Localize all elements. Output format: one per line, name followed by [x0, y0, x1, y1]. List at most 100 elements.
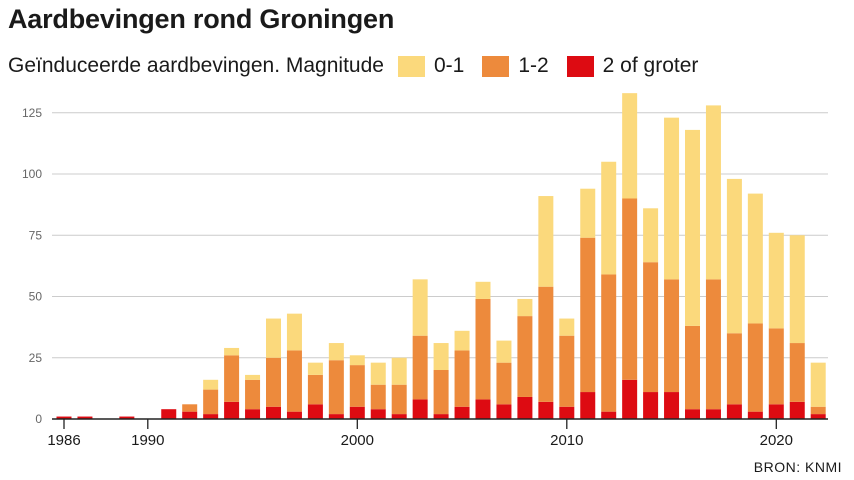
bar-segment — [810, 362, 826, 407]
bar-segment — [349, 365, 365, 407]
bar-segment — [475, 281, 491, 299]
bar-segment — [538, 286, 554, 402]
bar-segment — [349, 355, 365, 366]
bar-segment — [789, 235, 805, 344]
bar-segment — [664, 392, 680, 419]
bar-segment — [726, 333, 742, 405]
bar-segment — [433, 370, 449, 415]
bar-segment — [328, 414, 344, 419]
bar-segment — [538, 401, 554, 419]
y-tick-label: 125 — [22, 106, 42, 120]
bar-segment — [224, 347, 240, 356]
bar-segment — [705, 409, 721, 419]
bar-segment — [475, 399, 491, 419]
bar-segment — [789, 343, 805, 402]
bar-segment — [559, 318, 575, 336]
legend-item-1-2: 1-2 — [482, 54, 549, 78]
bar-segment — [307, 362, 323, 375]
bar-segment — [245, 374, 261, 380]
bar-segment — [412, 399, 428, 419]
bar-segment — [266, 406, 281, 419]
bar-segment — [224, 401, 240, 419]
legend-swatch-1-2 — [482, 55, 510, 77]
bar-segment — [789, 401, 805, 419]
bar-segment — [475, 298, 491, 400]
bar-segment — [622, 93, 638, 199]
x-tick-label: 2010 — [550, 432, 583, 449]
bar-segment — [705, 279, 721, 410]
bar-segment — [747, 411, 763, 419]
y-tick-label: 25 — [29, 351, 43, 365]
x-tick-label: 2020 — [760, 432, 793, 449]
bar-segment — [119, 416, 135, 419]
subtitle-legend-row: Geïnduceerde aardbevingen. Magnitude 0-1… — [8, 52, 716, 80]
bar-segment — [664, 279, 680, 393]
y-tick-label: 100 — [22, 167, 42, 181]
bar-segment — [580, 237, 596, 393]
bar-segment — [391, 357, 407, 385]
bar-segment — [601, 161, 617, 275]
bar-segment — [810, 414, 826, 419]
bar-segment — [77, 416, 93, 419]
bar-segment — [496, 340, 512, 363]
legend-label-0-1: 0-1 — [433, 54, 465, 77]
bar-segment — [328, 343, 344, 361]
bar-segment — [768, 328, 784, 405]
source-note: BRON: KNMI — [753, 459, 842, 475]
legend-label-1-2: 1-2 — [518, 54, 549, 77]
bar-segment — [412, 335, 428, 400]
bar-segment — [182, 404, 198, 412]
bar-segment — [433, 343, 449, 370]
bar-segment — [224, 355, 240, 402]
y-tick-label: 0 — [35, 412, 42, 426]
bar-segment — [349, 406, 365, 419]
bar-segment — [161, 409, 177, 419]
bar-segment — [517, 316, 533, 397]
bar-segment — [705, 105, 721, 280]
bar-segment — [643, 208, 659, 263]
y-tick-label: 50 — [29, 290, 43, 304]
bar-segment — [517, 396, 533, 419]
bar-segment — [726, 178, 742, 334]
bar-segment — [266, 357, 281, 407]
bar-segment — [601, 274, 617, 412]
y-tick-label: 75 — [29, 228, 43, 242]
bar-segment — [747, 323, 763, 412]
bar-segment — [307, 374, 323, 405]
legend-label-2-plus: 2 of groter — [602, 54, 699, 77]
bar-segment — [643, 392, 659, 419]
bar-segment — [203, 414, 219, 419]
legend-swatch-0-1 — [397, 55, 425, 77]
bar-segment — [286, 411, 302, 419]
bar-segment — [517, 298, 533, 317]
bar-segment — [622, 198, 638, 380]
legend-swatch-2-plus — [566, 55, 594, 77]
x-tick-label: 1986 — [47, 432, 80, 449]
bar-segment — [412, 279, 428, 336]
bar-segment — [768, 232, 784, 329]
x-tick-label: 2000 — [341, 432, 374, 449]
bar-segment — [370, 362, 386, 385]
bar-segment — [664, 117, 680, 280]
bar-segment — [454, 406, 470, 419]
bar-segment — [56, 416, 72, 419]
bar-segment — [433, 414, 449, 419]
bar-segment — [454, 330, 470, 351]
bar-segment — [559, 335, 575, 407]
bar-segment — [601, 411, 617, 419]
chart-subtitle: Geïnduceerde aardbevingen. Magnitude — [8, 54, 384, 77]
bar-segment — [726, 404, 742, 419]
bar-segment — [643, 262, 659, 393]
bar-segment — [203, 389, 219, 415]
bar-segment — [182, 411, 198, 419]
bar-segment — [559, 406, 575, 419]
legend-item-0-1: 0-1 — [397, 54, 465, 78]
bar-segment — [328, 360, 344, 415]
bar-segment — [391, 384, 407, 415]
bar-segment — [580, 188, 596, 238]
bar-segment — [245, 409, 261, 419]
bar-segment — [496, 362, 512, 405]
bar-segment — [370, 384, 386, 410]
bar-segment — [245, 379, 261, 410]
